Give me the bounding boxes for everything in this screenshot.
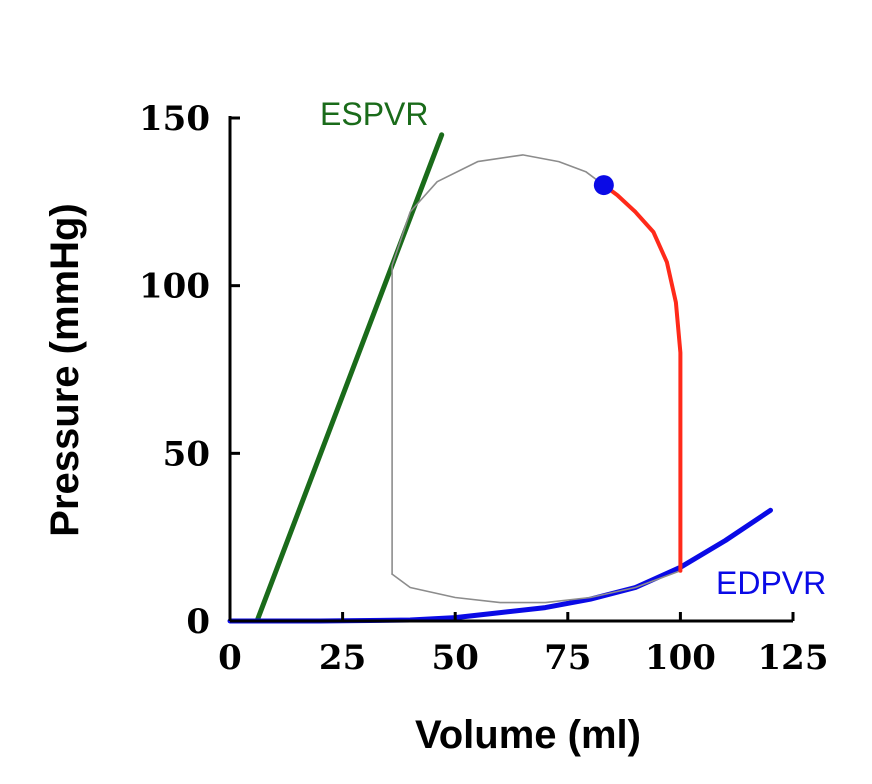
y-tick-label: 150 — [139, 99, 210, 139]
x-tick-label: 125 — [758, 638, 829, 678]
espvr-label: ESPVR — [320, 96, 428, 132]
y-axis-title: Pressure (mmHg) — [43, 203, 87, 536]
pv-loop-lower-line — [391, 569, 682, 604]
x-tick-label: 25 — [319, 638, 366, 678]
y-tick-label: 0 — [186, 602, 210, 642]
espvr-line — [254, 132, 445, 624]
x-axis-title: Volume (ml) — [415, 713, 641, 757]
x-tick-label: 100 — [645, 638, 716, 678]
x-tick-label: 75 — [544, 638, 591, 678]
edpvr-line — [227, 507, 773, 624]
x-tick-label: 0 — [218, 638, 242, 678]
edpvr-label: EDPVR — [716, 565, 826, 601]
state-point-marker — [593, 175, 614, 196]
y-tick-label: 50 — [163, 434, 210, 474]
pv-loop-upper-line — [391, 154, 605, 575]
y-tick-label: 100 — [139, 267, 210, 307]
ejection-line — [601, 183, 683, 573]
x-tick-label: 50 — [432, 638, 479, 678]
